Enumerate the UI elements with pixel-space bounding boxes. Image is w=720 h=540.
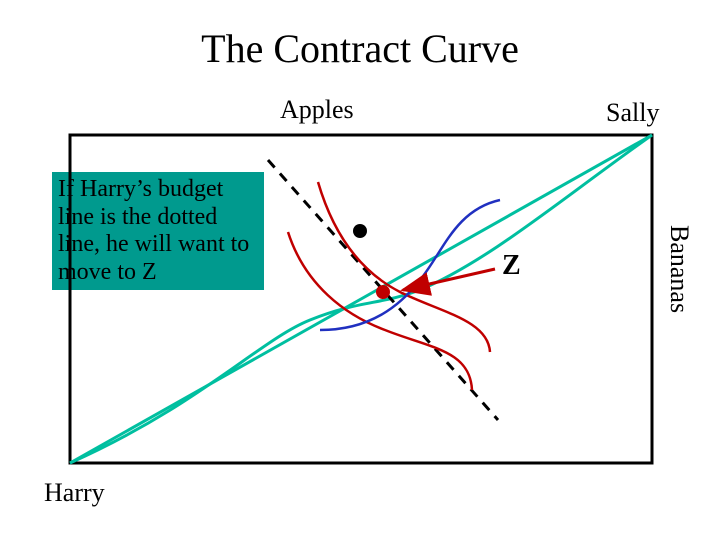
diagonal-line [70,135,652,463]
point-upper [353,224,367,238]
edgeworth-box-svg [0,0,720,540]
z-arrow [403,269,495,290]
point-z [376,285,390,299]
